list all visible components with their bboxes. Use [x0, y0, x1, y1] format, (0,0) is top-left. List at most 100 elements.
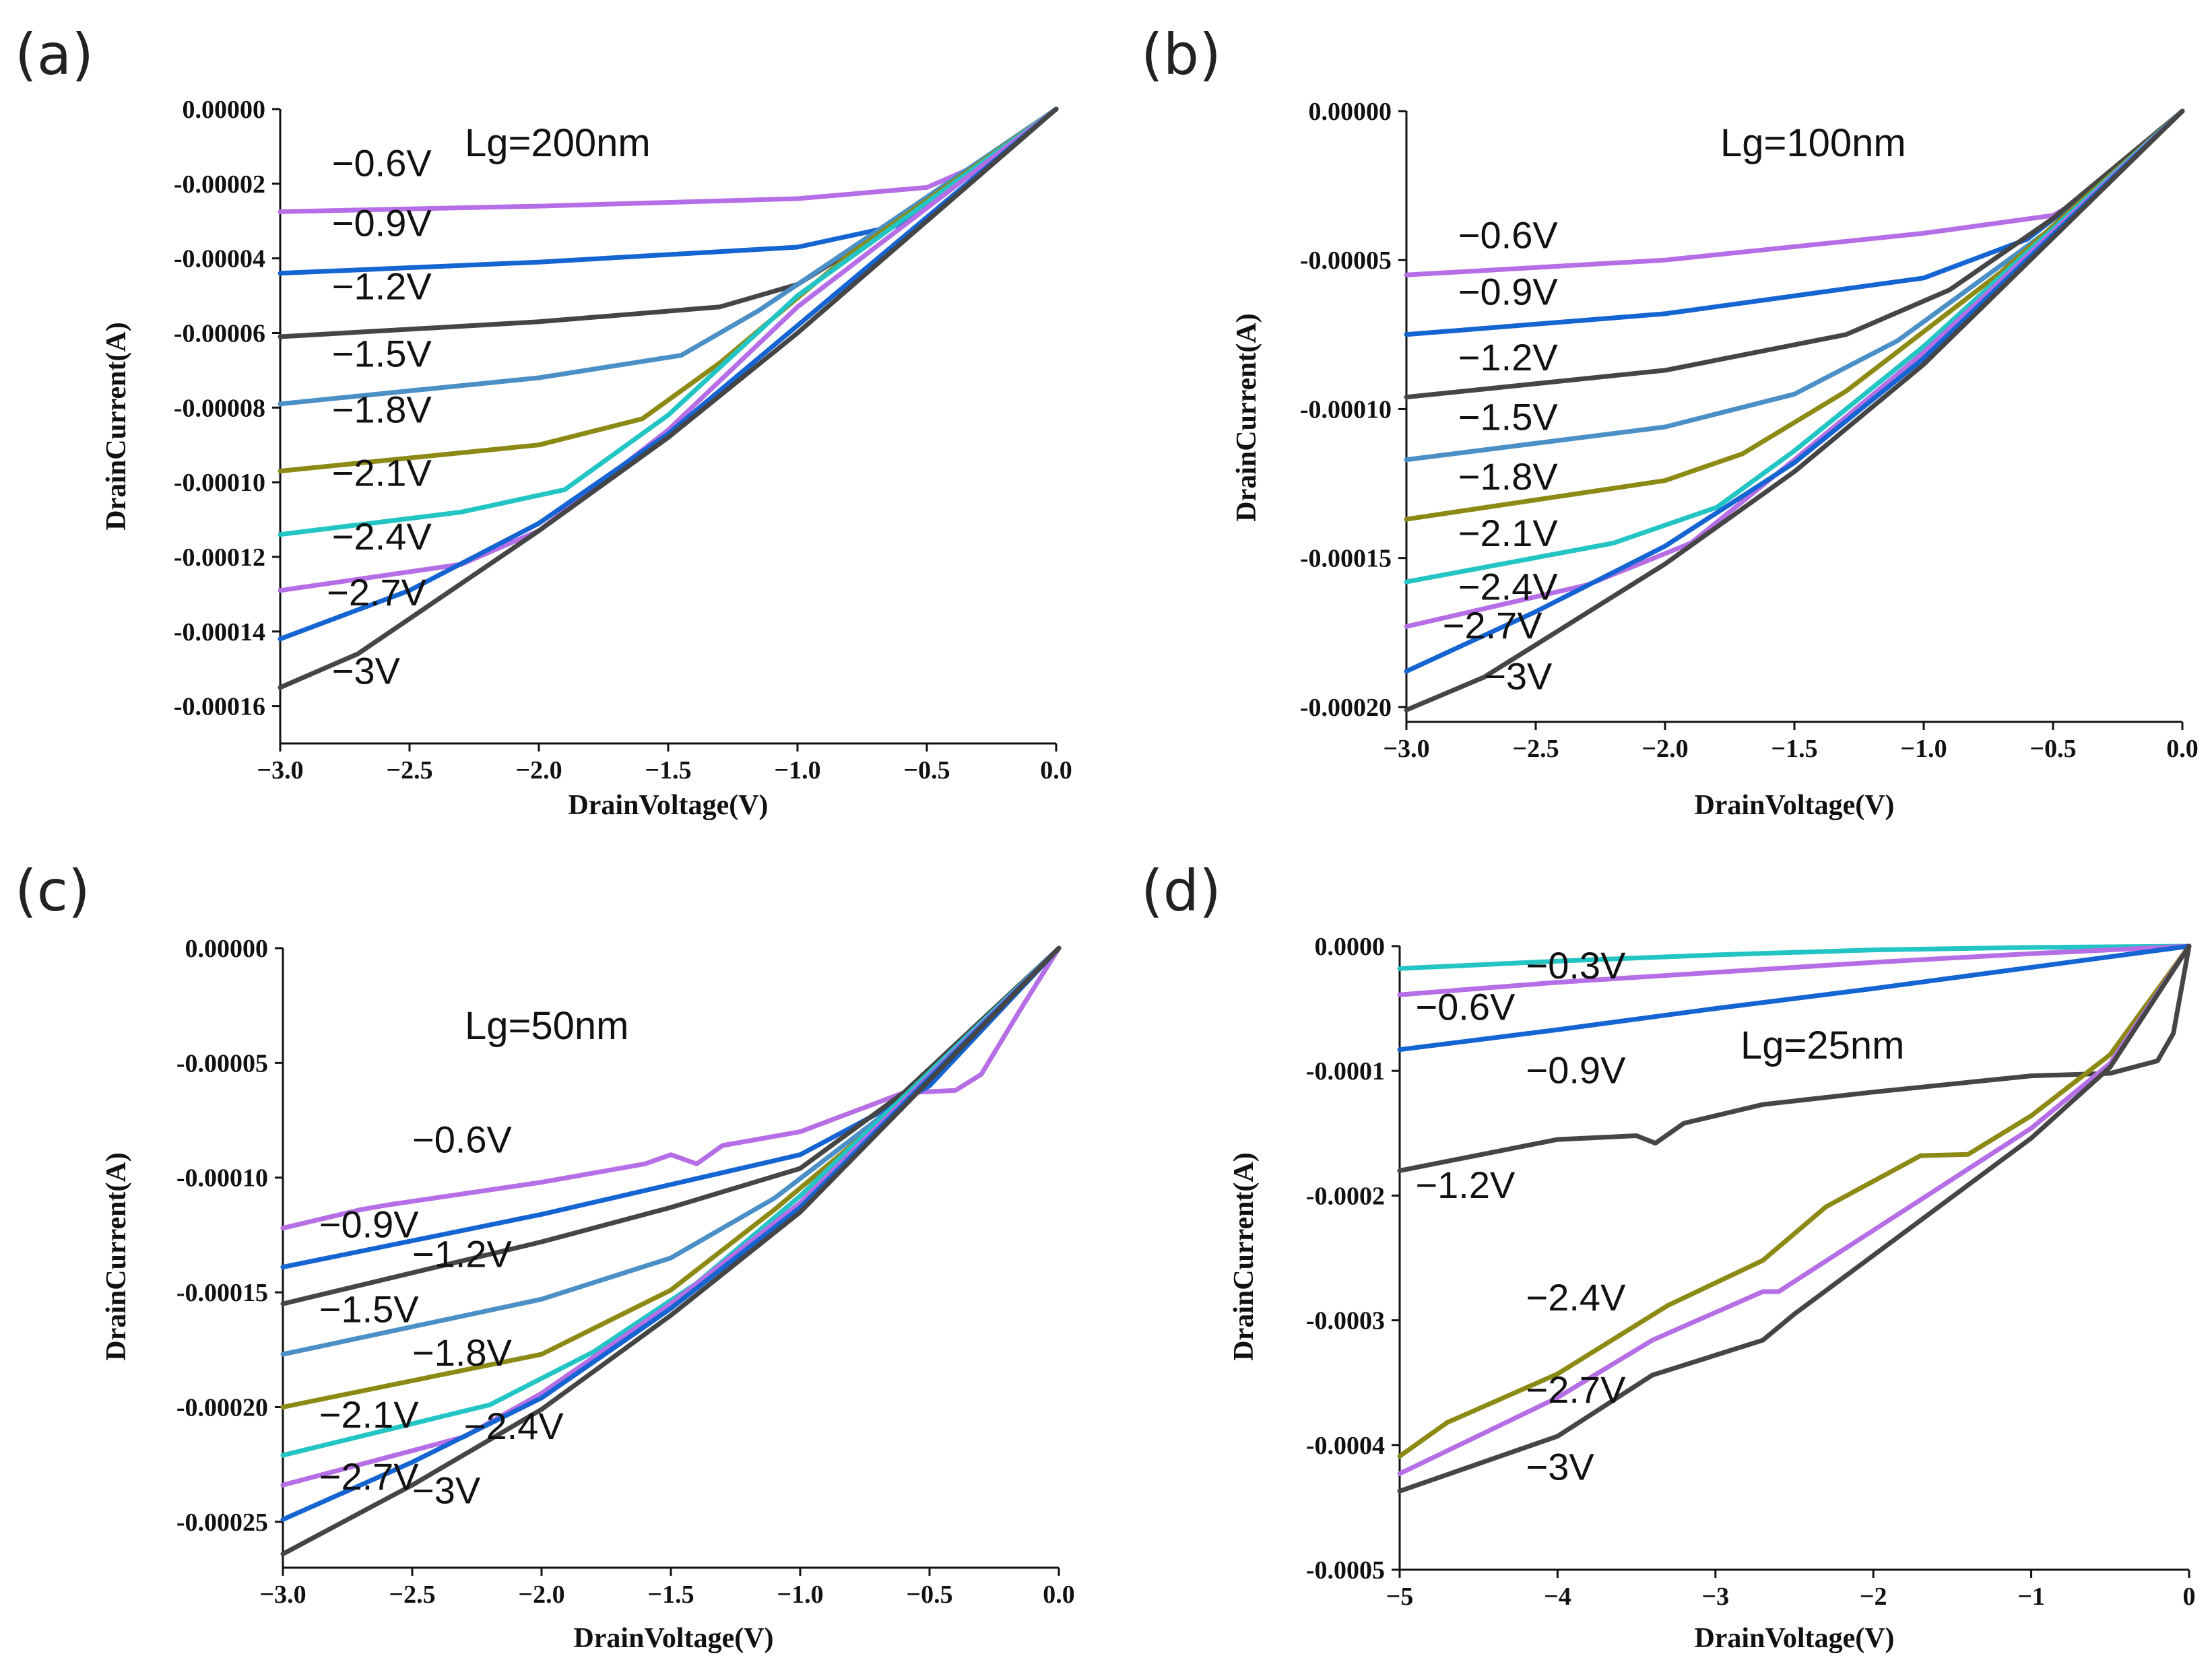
series-line — [1404, 108, 2185, 400]
y-tick-label: -0.00005 — [1300, 246, 1392, 275]
x-tick-label: −2.0 — [515, 756, 562, 785]
x-axis-title: DrainVoltage(V) — [573, 1623, 773, 1654]
series-line — [280, 945, 1062, 1557]
chart-title: Lg=200nm — [465, 121, 651, 165]
series-line — [280, 945, 1062, 1458]
series-label: −2.7V — [1526, 1368, 1627, 1411]
chart-title: Lg=100nm — [1720, 121, 1906, 165]
x-tick-label: −1.0 — [1900, 735, 1947, 763]
y-axis-title: DrainCurrent(A) — [1231, 313, 1262, 522]
y-tick-label: -0.00006 — [174, 319, 265, 347]
chart-panel-0: (a) 0.00000 -0.00002 -0.00004 -0.00006 -0.000… — [15, 22, 1072, 821]
series-label: −1.5V — [1458, 395, 1559, 438]
series-line — [1397, 943, 2192, 1173]
series-line — [278, 106, 1059, 537]
y-tick-label: 0.0000 — [1315, 933, 1386, 961]
series-label: −2.4V — [464, 1405, 564, 1447]
x-tick-label: −2.0 — [1641, 735, 1688, 763]
series-label: −1.8V — [412, 1331, 513, 1374]
series-label: −0.3V — [1526, 944, 1627, 987]
series-label: −1.2V — [1415, 1164, 1516, 1206]
panel-letter: (c) — [15, 858, 90, 924]
y-tick-label: -0.00020 — [176, 1393, 268, 1422]
series-line — [1404, 108, 2185, 629]
series-line — [1397, 943, 2192, 1476]
y-tick-label: -0.00002 — [174, 170, 265, 199]
x-tick-label: −3.0 — [1383, 735, 1429, 763]
x-tick-label: −0.5 — [903, 756, 950, 785]
series-line — [1404, 108, 2185, 712]
y-tick-label: -0.00010 — [1300, 395, 1392, 424]
series-line — [280, 945, 1062, 1488]
series-label: −2.4V — [1458, 566, 1559, 608]
x-tick-label: −0.5 — [906, 1580, 952, 1609]
series-label: −3V — [1526, 1446, 1595, 1488]
series-label: −1.8V — [1458, 455, 1559, 498]
series-line — [1397, 943, 2192, 1459]
y-tick-label: -0.00004 — [174, 245, 265, 273]
x-tick-label: 0 — [2183, 1583, 2196, 1611]
x-tick-label: 0.0 — [1043, 1580, 1075, 1609]
series-label: −0.9V — [1526, 1049, 1627, 1092]
x-axis-title: DrainVoltage(V) — [568, 790, 768, 821]
series-label: −2.1V — [332, 452, 432, 494]
y-tick-label: -0.00010 — [176, 1164, 268, 1193]
x-tick-label: −2.5 — [1512, 735, 1559, 763]
x-tick-label: −2.0 — [518, 1580, 564, 1609]
y-axis-title: DrainCurrent(A) — [1229, 1152, 1260, 1361]
x-axis-title: DrainVoltage(V) — [1694, 790, 1894, 821]
x-tick-label: −0.5 — [2029, 735, 2076, 763]
y-tick-label: -0.00012 — [174, 543, 265, 572]
y-tick-label: -0.0003 — [1306, 1307, 1385, 1335]
y-tick-label: -0.00005 — [176, 1049, 268, 1077]
x-tick-label: −3.0 — [257, 756, 303, 785]
y-axis-title: DrainCurrent(A) — [101, 1152, 132, 1361]
series-line — [1404, 108, 2185, 674]
y-tick-label: -0.00008 — [174, 394, 265, 422]
series-label: −3V — [412, 1469, 481, 1512]
series-label: −1.8V — [332, 388, 432, 430]
series-label: −0.6V — [1458, 214, 1559, 257]
chart-panel-1: (b) 0.00000 -0.00005 -0.00010 -0.00015 -0.000… — [1141, 22, 2199, 821]
x-tick-label: −1.0 — [774, 756, 820, 785]
series-label: −1.5V — [319, 1288, 420, 1330]
chart-panel-3: (d) 0.0000 -0.0001 -0.0002 -0.0003 -0.0004 -0.… — [1141, 858, 2196, 1654]
series-label: −0.9V — [319, 1203, 420, 1245]
x-tick-label: −1.5 — [1771, 735, 1817, 763]
y-tick-label: -0.00010 — [174, 469, 265, 497]
x-tick-label: −2.5 — [389, 1580, 435, 1609]
series-line — [1404, 108, 2185, 585]
series-label: −0.6V — [412, 1118, 513, 1160]
series-line — [280, 945, 1062, 1522]
y-tick-label: -0.0002 — [1306, 1182, 1385, 1210]
panel-letter: (b) — [1141, 22, 1221, 88]
y-axis-title: DrainCurrent(A) — [101, 322, 132, 531]
series-label: −0.9V — [332, 201, 432, 244]
series-label: −2.4V — [1526, 1276, 1627, 1319]
series-label: −1.2V — [1458, 336, 1559, 378]
series-label: −2.7V — [327, 571, 427, 613]
y-tick-label: 0.00000 — [1309, 98, 1392, 126]
series-line — [280, 945, 1062, 1231]
y-tick-label: -0.00016 — [174, 693, 265, 721]
x-tick-label: −2 — [1860, 1583, 1887, 1611]
y-tick-label: -0.0001 — [1306, 1057, 1385, 1086]
series-line — [280, 945, 1062, 1270]
series-line — [1397, 943, 2192, 971]
series-label: −1.2V — [332, 265, 432, 308]
series-label: −0.6V — [1415, 985, 1516, 1028]
series-line — [278, 106, 1059, 473]
series-line — [1397, 943, 2192, 1053]
series-label: −1.2V — [412, 1233, 513, 1275]
panel-letter: (a) — [15, 22, 94, 88]
y-tick-label: -0.00015 — [176, 1279, 268, 1307]
x-axis-title: DrainVoltage(V) — [1694, 1623, 1894, 1654]
x-tick-label: −1.5 — [645, 756, 691, 785]
series-label: −2.7V — [319, 1455, 420, 1498]
x-tick-label: −3 — [1701, 1583, 1729, 1611]
series-label: −3V — [1484, 655, 1553, 697]
series-line — [1397, 943, 2192, 997]
x-tick-label: −1 — [2017, 1583, 2045, 1611]
series-line — [278, 106, 1059, 642]
